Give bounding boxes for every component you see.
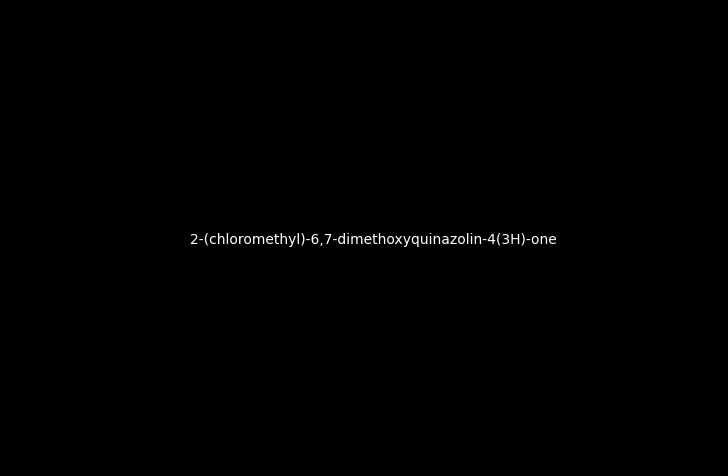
Text: 2-(chloromethyl)-6,7-dimethoxyquinazolin-4(3H)-one: 2-(chloromethyl)-6,7-dimethoxyquinazolin… [190, 233, 556, 248]
